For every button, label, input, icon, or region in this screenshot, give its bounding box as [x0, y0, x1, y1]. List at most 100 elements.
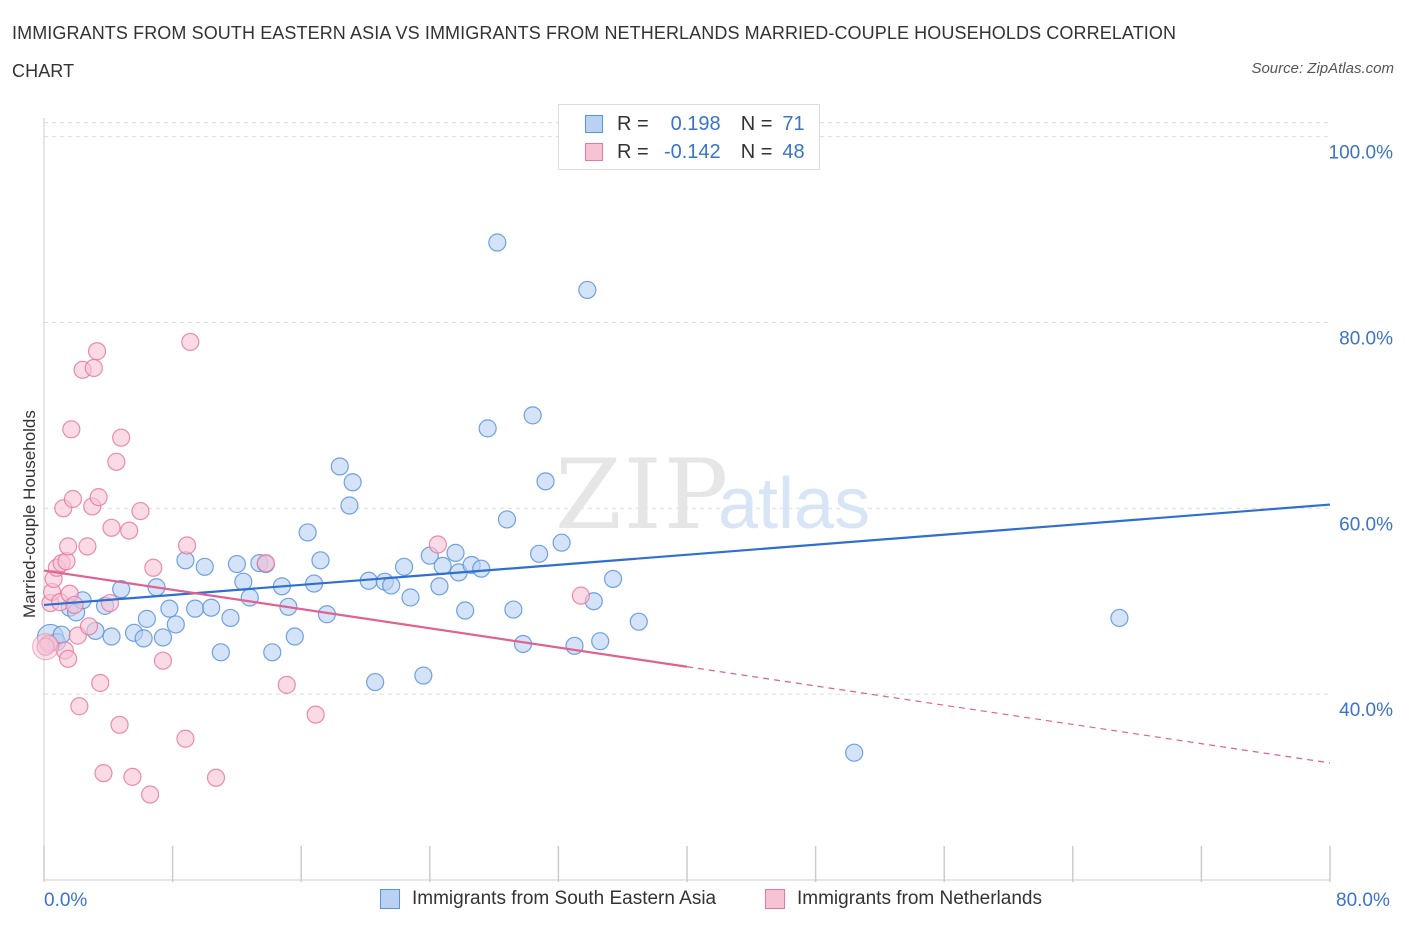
point-south-eastern-asia [433, 556, 452, 576]
point-south-eastern-asia [240, 588, 259, 607]
series-legend: Immigrants from South Eastern Asia Immig… [0, 888, 1406, 918]
point-netherlands [144, 558, 163, 577]
point-south-eastern-asia [523, 406, 542, 425]
point-south-eastern-asia [414, 666, 433, 685]
point-netherlands [102, 518, 121, 537]
point-south-eastern-asia [340, 496, 359, 515]
point-south-eastern-asia [394, 557, 414, 576]
point-netherlands [84, 358, 103, 378]
watermark-zip: ZIP [555, 439, 730, 551]
trend-lines [43, 503, 1331, 764]
point-netherlands [79, 617, 99, 636]
legend-swatch-blue [585, 115, 603, 133]
point-netherlands [100, 593, 120, 613]
y-axis-label: Married-couple Households [20, 410, 39, 618]
legend-r-value: 0.198 [670, 112, 721, 135]
point-south-eastern-asia [311, 551, 330, 570]
y-tick-label: 100.0% [1329, 143, 1394, 164]
point-netherlands [131, 501, 150, 521]
axes [43, 118, 1331, 882]
point-south-eastern-asia [382, 576, 401, 595]
point-south-eastern-asia [134, 629, 153, 648]
point-south-eastern-asia [227, 554, 246, 574]
legend-swatch-pink [585, 143, 603, 161]
point-netherlands [112, 428, 131, 447]
point-south-eastern-asia [603, 569, 623, 589]
point-netherlands [94, 764, 113, 783]
point-netherlands [59, 537, 78, 556]
point-netherlands [123, 767, 142, 786]
x-tick-label-max: 80.0% [1336, 890, 1390, 911]
point-south-eastern-asia [472, 559, 491, 578]
legend-n-value: 48 [782, 140, 805, 163]
point-south-eastern-asia [497, 510, 517, 529]
legend-swatch-pink [765, 889, 785, 909]
point-south-eastern-asia [330, 457, 349, 476]
legend-swatch-blue [380, 889, 400, 909]
point-south-eastern-asia [488, 233, 507, 252]
legend-row-blue: R = 0.198 N = 71 [585, 110, 805, 138]
legend-item-netherlands[interactable]: Immigrants from Netherlands [765, 888, 1042, 910]
trend-line-south-eastern-asia [43, 503, 1331, 607]
legend-label: Immigrants from Netherlands [797, 888, 1042, 909]
point-south-eastern-asia [845, 743, 864, 762]
point-south-eastern-asia [166, 615, 185, 634]
point-south-eastern-asia [160, 599, 179, 618]
point-south-eastern-asia [401, 588, 420, 607]
point-netherlands [107, 452, 126, 471]
series-pink-points [32, 332, 591, 804]
point-netherlands [59, 649, 78, 668]
point-south-eastern-asia [298, 523, 317, 542]
trend-line-netherlands [43, 569, 688, 668]
point-netherlands [89, 488, 108, 507]
point-south-eastern-asia [1110, 608, 1129, 628]
x-tick-label-min: 0.0% [44, 890, 88, 911]
point-netherlands [110, 715, 129, 734]
point-south-eastern-asia [366, 672, 385, 692]
point-netherlands [87, 342, 107, 361]
point-netherlands [256, 554, 275, 573]
point-netherlands [65, 595, 84, 615]
point-netherlands [181, 332, 200, 352]
legend-n-label: N = [740, 140, 773, 163]
point-south-eastern-asia [112, 580, 131, 599]
point-netherlands [153, 651, 173, 670]
legend-n-value: 71 [782, 112, 805, 135]
point-south-eastern-asia [202, 598, 221, 617]
point-netherlands [140, 785, 160, 804]
point-south-eastern-asia [578, 280, 597, 300]
point-south-eastern-asia [504, 600, 523, 619]
point-netherlands [78, 537, 97, 556]
legend-r-label: R = [617, 140, 649, 163]
y-tick-label: 40.0% [1339, 700, 1393, 721]
point-netherlands [206, 768, 226, 787]
point-netherlands [70, 697, 89, 716]
point-south-eastern-asia [102, 627, 121, 646]
y-tick-labels: 40.0% 60.0% 80.0% 100.0% [1329, 143, 1394, 722]
watermark-atlas: atlas [718, 464, 870, 544]
point-south-eastern-asia [195, 557, 214, 576]
point-netherlands [63, 489, 83, 509]
grid-lines [44, 122, 1330, 695]
point-south-eastern-asia [285, 627, 304, 646]
point-south-eastern-asia [263, 643, 282, 662]
source-label: Source: ZipAtlas.com [1251, 60, 1394, 77]
legend-item-south-eastern-asia[interactable]: Immigrants from South Eastern Asia [380, 888, 716, 910]
point-netherlands [428, 535, 447, 554]
point-south-eastern-asia [137, 609, 156, 628]
legend-r-value: -0.142 [663, 140, 721, 163]
point-south-eastern-asia [153, 628, 173, 647]
legend-label: Immigrants from South Eastern Asia [412, 888, 717, 909]
point-south-eastern-asia [234, 572, 253, 591]
chart-title: IMMIGRANTS FROM SOUTH EASTERN ASIA VS IM… [12, 23, 1177, 81]
legend-r-label: R = [617, 112, 649, 135]
point-netherlands [177, 536, 197, 555]
point-south-eastern-asia [430, 577, 449, 596]
trend-line-netherlands-extrapolated [686, 666, 1331, 764]
point-south-eastern-asia [446, 543, 465, 562]
point-south-eastern-asia [530, 544, 549, 563]
point-netherlands [571, 586, 591, 605]
legend-row-pink: R = -0.142 N = 48 [585, 138, 805, 166]
point-south-eastern-asia [186, 599, 205, 618]
legend-n-label: N = [740, 112, 773, 135]
